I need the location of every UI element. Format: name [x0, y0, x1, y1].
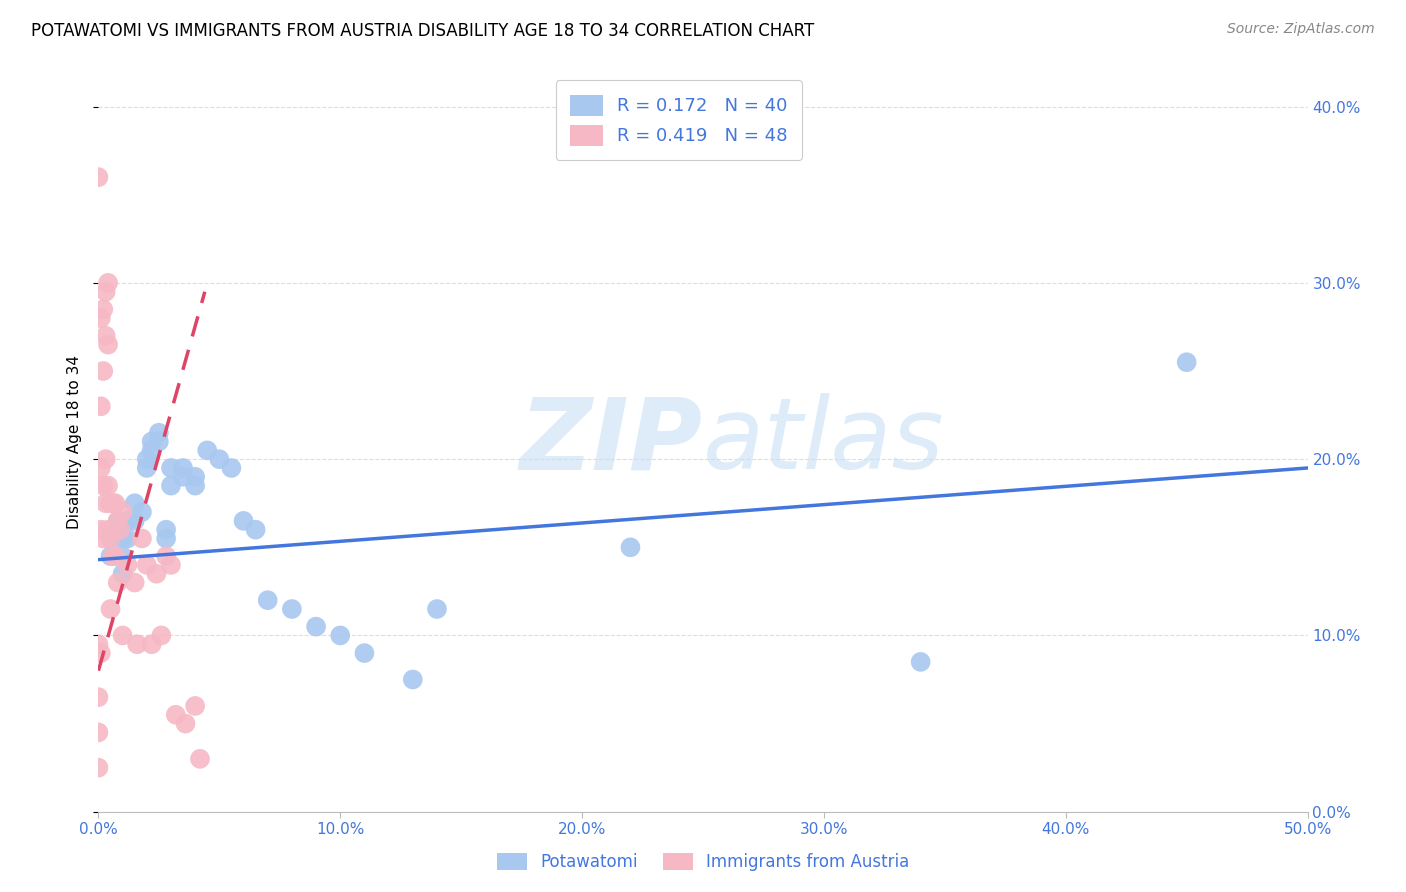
- Point: [90, 461, 112, 475]
- Point: [87, 637, 110, 651]
- Point: [150, 628, 173, 642]
- Point: [97, 276, 120, 290]
- Point: [91, 364, 114, 378]
- Point: [232, 514, 254, 528]
- Point: [94, 496, 117, 510]
- Point: [141, 434, 163, 449]
- Point: [184, 470, 207, 484]
- Point: [111, 628, 134, 642]
- Legend: Potawatomi, Immigrants from Austria: Potawatomi, Immigrants from Austria: [488, 845, 918, 880]
- Point: [87, 170, 110, 185]
- Point: [97, 523, 120, 537]
- Text: POTAWATOMI VS IMMIGRANTS FROM AUSTRIA DISABILITY AGE 18 TO 34 CORRELATION CHART: POTAWATOMI VS IMMIGRANTS FROM AUSTRIA DI…: [31, 22, 814, 40]
- Point: [100, 549, 122, 563]
- Point: [101, 496, 124, 510]
- Point: [910, 655, 932, 669]
- Point: [104, 496, 127, 510]
- Point: [107, 514, 129, 528]
- Point: [108, 523, 131, 537]
- Legend: R = 0.172   N = 40, R = 0.419   N = 48: R = 0.172 N = 40, R = 0.419 N = 48: [555, 80, 801, 160]
- Point: [305, 619, 328, 633]
- Point: [94, 285, 117, 299]
- Point: [100, 532, 122, 546]
- Point: [100, 602, 122, 616]
- Point: [160, 478, 183, 492]
- Point: [155, 532, 177, 546]
- Point: [117, 514, 139, 528]
- Point: [131, 532, 153, 546]
- Point: [135, 558, 157, 572]
- Point: [155, 523, 177, 537]
- Point: [91, 532, 114, 546]
- Text: Source: ZipAtlas.com: Source: ZipAtlas.com: [1227, 22, 1375, 37]
- Point: [124, 496, 146, 510]
- Point: [87, 761, 110, 775]
- Point: [101, 549, 124, 563]
- Point: [100, 532, 122, 546]
- Point: [141, 443, 163, 458]
- Point: [141, 637, 163, 651]
- Point: [107, 575, 129, 590]
- Point: [117, 558, 139, 572]
- Point: [97, 337, 120, 351]
- Point: [111, 566, 134, 581]
- Point: [90, 311, 112, 326]
- Point: [111, 505, 134, 519]
- Point: [221, 461, 243, 475]
- Point: [195, 443, 218, 458]
- Point: [208, 452, 231, 467]
- Point: [155, 549, 177, 563]
- Point: [402, 673, 425, 687]
- Point: [90, 399, 112, 413]
- Point: [131, 505, 153, 519]
- Text: ZIP: ZIP: [520, 393, 703, 490]
- Point: [1175, 355, 1198, 369]
- Point: [117, 532, 139, 546]
- Point: [91, 478, 114, 492]
- Point: [165, 707, 187, 722]
- Point: [90, 646, 112, 660]
- Point: [135, 461, 157, 475]
- Point: [184, 698, 207, 713]
- Point: [148, 434, 170, 449]
- Point: [329, 628, 352, 642]
- Point: [172, 461, 194, 475]
- Point: [124, 514, 146, 528]
- Point: [94, 452, 117, 467]
- Point: [160, 558, 183, 572]
- Point: [281, 602, 304, 616]
- Point: [145, 566, 167, 581]
- Point: [619, 541, 641, 555]
- Point: [100, 496, 122, 510]
- Point: [172, 470, 194, 484]
- Point: [90, 523, 112, 537]
- Point: [174, 716, 197, 731]
- Point: [256, 593, 278, 607]
- Point: [97, 478, 120, 492]
- Point: [87, 690, 110, 705]
- Point: [104, 549, 127, 563]
- Point: [148, 425, 170, 440]
- Y-axis label: Disability Age 18 to 34: Disability Age 18 to 34: [67, 354, 83, 529]
- Point: [124, 575, 146, 590]
- Point: [160, 461, 183, 475]
- Point: [135, 452, 157, 467]
- Point: [184, 478, 207, 492]
- Point: [353, 646, 375, 660]
- Point: [87, 725, 110, 739]
- Point: [111, 549, 134, 563]
- Point: [107, 514, 129, 528]
- Point: [94, 328, 117, 343]
- Point: [91, 302, 114, 317]
- Point: [426, 602, 449, 616]
- Text: atlas: atlas: [703, 393, 945, 490]
- Point: [245, 523, 267, 537]
- Point: [127, 637, 149, 651]
- Point: [188, 752, 211, 766]
- Point: [111, 532, 134, 546]
